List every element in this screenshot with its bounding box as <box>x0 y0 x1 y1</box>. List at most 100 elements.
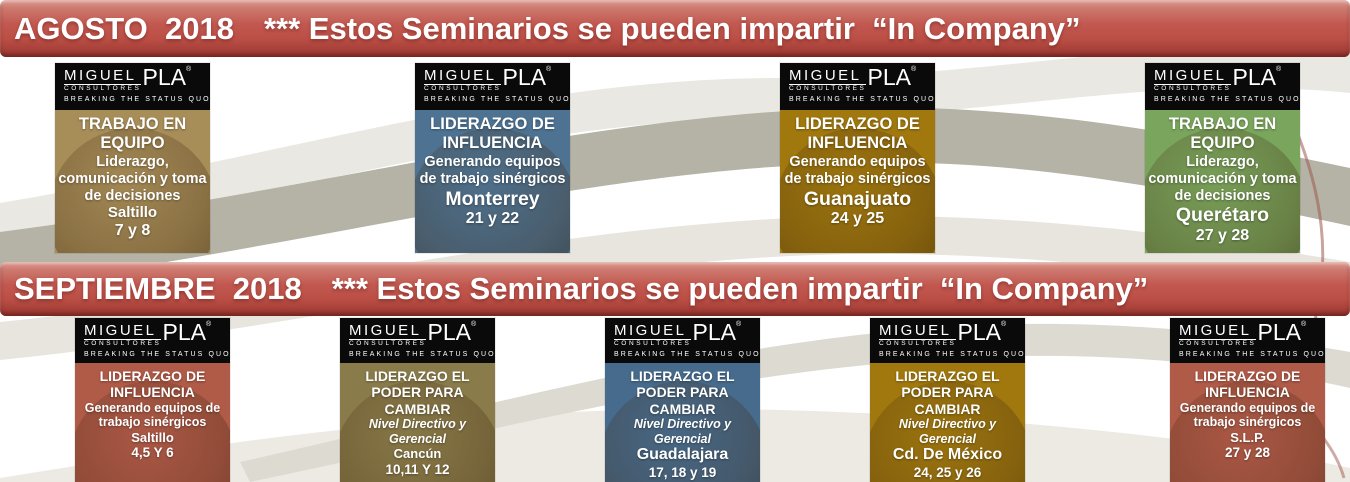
seminar-city: Saltillo <box>107 204 158 222</box>
logo-left-column: MIGUEL CONSULTORES <box>789 68 867 93</box>
logo-wordmark: MIGUEL CONSULTORES PLA ® <box>64 64 202 93</box>
banner-septiembre: SEPTIEMBRE 2018 *** Estos Seminarios se … <box>0 262 1350 316</box>
miguelpla-logo: MIGUEL CONSULTORES PLA ® BREAKING THE ST… <box>870 318 1025 363</box>
seminar-subtitle: Generando equipos de trabajo sinérgicos <box>84 400 221 430</box>
logo-tagline-text: BREAKING THE STATUS QUO <box>879 350 1025 358</box>
registered-mark-icon: ® <box>205 321 212 328</box>
miguelpla-logo: MIGUEL CONSULTORES PLA ® BREAKING THE ST… <box>1145 63 1300 110</box>
logo-left-column: MIGUEL CONSULTORES <box>424 68 502 93</box>
seminar-city: Guadalajara <box>636 446 729 464</box>
registered-mark-icon: ® <box>185 66 192 73</box>
logo-consultores-text: CONSULTORES <box>84 340 162 347</box>
seminar-city: Cd. De México <box>892 446 1003 464</box>
seminar-city: Monterrey <box>445 187 540 210</box>
seminar-subtitle: Generando equipos de trabajo sinérgicos <box>784 153 931 187</box>
seminar-card-body: LIDERAZGO EL PODER PARA CAMBIAR Nivel Di… <box>340 363 495 482</box>
seminar-dates: 24, 25 y 26 <box>913 465 982 481</box>
logo-left-column: MIGUEL CONSULTORES <box>64 68 142 93</box>
seminar-title: LIDERAZGO EL PODER PARA CAMBIAR <box>630 368 735 417</box>
seminar-title: LIDERAZGO DE INFLUENCIA <box>795 115 920 153</box>
seminar-subtitle: Generando equipos de trabajo sinérgicos <box>1179 400 1316 430</box>
swirl-band-light-top <box>0 47 1350 243</box>
logo-tagline-text: BREAKING THE STATUS QUO <box>1154 95 1300 103</box>
banner-message-text: *** Estos Seminarios se pueden impartir … <box>263 10 1081 46</box>
logo-tagline-text: BREAKING THE STATUS QUO <box>64 95 210 103</box>
registered-mark-icon: ® <box>735 321 742 328</box>
seminar-dates: 7 y 8 <box>114 222 151 239</box>
seminar-card: MIGUEL CONSULTORES PLA ® BREAKING THE ST… <box>75 318 230 482</box>
logo-left-column: MIGUEL CONSULTORES <box>614 323 692 348</box>
seminar-city: Guanajuato <box>803 187 912 210</box>
seminar-title: LIDERAZGO DE INFLUENCIA <box>99 368 206 401</box>
logo-left-column: MIGUEL CONSULTORES <box>349 323 427 348</box>
seminar-subtitle: Nivel Directivo y Gerencial <box>633 417 732 446</box>
seminar-card: MIGUEL CONSULTORES PLA ® BREAKING THE ST… <box>780 63 935 253</box>
logo-wordmark: MIGUEL CONSULTORES PLA ® <box>424 66 562 93</box>
seminar-card-body: TRABAJO EN EQUIPO Liderazgo, comunicació… <box>1145 110 1300 253</box>
miguelpla-logo: MIGUEL CONSULTORES PLA ® BREAKING THE ST… <box>1170 318 1325 363</box>
seminar-subtitle: Generando equipos de trabajo sinérgicos <box>419 153 566 187</box>
logo-pla-text: PLA <box>1257 319 1301 345</box>
globe-watermark-icon <box>1145 128 1300 253</box>
registered-mark-icon: ® <box>1275 66 1282 73</box>
logo-tagline-text: BREAKING THE STATUS QUO <box>349 350 495 358</box>
logo-consultores-text: CONSULTORES <box>424 85 502 92</box>
seminar-subtitle: Liderazgo, comunicación y toma de decisi… <box>1148 153 1297 204</box>
seminar-dates: 4,5 Y 6 <box>131 445 174 461</box>
seminar-card-body: LIDERAZGO DE INFLUENCIA Generando equipo… <box>415 110 570 253</box>
logo-miguel-text: MIGUEL <box>1154 68 1232 85</box>
seminar-card-body: LIDERAZGO EL PODER PARA CAMBIAR Nivel Di… <box>870 363 1025 482</box>
seminar-title: LIDERAZGO EL PODER PARA CAMBIAR <box>365 368 470 417</box>
logo-tagline-text: BREAKING THE STATUS QUO <box>424 95 570 103</box>
logo-pla-text: PLA <box>1232 64 1276 90</box>
seminar-card-body: LIDERAZGO EL PODER PARA CAMBIAR Nivel Di… <box>605 363 760 482</box>
seminar-card: MIGUEL CONSULTORES PLA ® BREAKING THE ST… <box>340 318 495 482</box>
logo-wordmark: MIGUEL CONSULTORES PLA ® <box>349 321 487 348</box>
logo-pla-text: PLA <box>867 64 911 90</box>
banner-month-label: SEPTIEMBRE 2018 <box>14 271 302 306</box>
miguelpla-logo: MIGUEL CONSULTORES PLA ® BREAKING THE ST… <box>75 318 230 363</box>
seminar-card: MIGUEL CONSULTORES PLA ® BREAKING THE ST… <box>1170 318 1325 482</box>
seminar-dates: 27 y 28 <box>1195 227 1250 245</box>
seminar-dates: 21 y 22 <box>465 210 520 228</box>
seminar-card: MIGUEL CONSULTORES PLA ® BREAKING THE ST… <box>415 63 570 253</box>
logo-wordmark: MIGUEL CONSULTORES PLA ® <box>1154 64 1292 93</box>
globe-watermark-icon <box>75 381 230 482</box>
seminar-city: Saltillo <box>131 430 174 445</box>
logo-wordmark: MIGUEL CONSULTORES PLA ® <box>1179 319 1317 348</box>
seminar-dates: 24 y 25 <box>830 210 885 228</box>
logo-left-column: MIGUEL CONSULTORES <box>84 323 162 348</box>
logo-wordmark: MIGUEL CONSULTORES PLA ® <box>614 321 752 348</box>
logo-tagline-text: BREAKING THE STATUS QUO <box>789 95 935 103</box>
logo-pla-text: PLA <box>142 64 186 90</box>
seminar-card-body: LIDERAZGO DE INFLUENCIA Generando equipo… <box>75 363 230 482</box>
seminar-title: LIDERAZGO DE INFLUENCIA <box>430 115 555 153</box>
globe-watermark-icon <box>780 128 935 253</box>
seminar-title: TRABAJO EN EQUIPO <box>1168 115 1277 153</box>
globe-watermark-icon <box>605 381 760 482</box>
logo-consultores-text: CONSULTORES <box>879 340 957 347</box>
seminar-subtitle: Nivel Directivo y Gerencial <box>368 417 467 446</box>
seminar-city: Querétaro <box>1175 204 1270 227</box>
logo-consultores-text: CONSULTORES <box>1179 340 1257 347</box>
logo-tagline-text: BREAKING THE STATUS QUO <box>84 350 230 358</box>
logo-pla-text: PLA <box>957 319 1001 345</box>
banner-month-label: AGOSTO 2018 <box>14 10 234 46</box>
registered-mark-icon: ® <box>1000 321 1007 328</box>
seminar-dates: 10,11 Y 12 <box>385 461 450 477</box>
logo-miguel-text: MIGUEL <box>349 323 427 340</box>
logo-wordmark: MIGUEL CONSULTORES PLA ® <box>789 64 927 93</box>
seminar-city: Cancún <box>393 446 442 462</box>
seminar-title: TRABAJO EN EQUIPO <box>78 115 187 153</box>
globe-watermark-icon <box>55 128 210 253</box>
logo-left-column: MIGUEL CONSULTORES <box>1179 323 1257 348</box>
logo-miguel-text: MIGUEL <box>424 68 502 85</box>
miguelpla-logo: MIGUEL CONSULTORES PLA ® BREAKING THE ST… <box>780 63 935 110</box>
seminar-title: LIDERAZGO DE INFLUENCIA <box>1194 368 1301 401</box>
globe-watermark-icon <box>1170 381 1325 482</box>
logo-tagline-text: BREAKING THE STATUS QUO <box>614 350 760 358</box>
banner-message-text: *** Estos Seminarios se pueden impartir … <box>331 271 1149 306</box>
globe-watermark-icon <box>870 381 1025 482</box>
seminar-dates: 27 y 28 <box>1224 445 1271 461</box>
